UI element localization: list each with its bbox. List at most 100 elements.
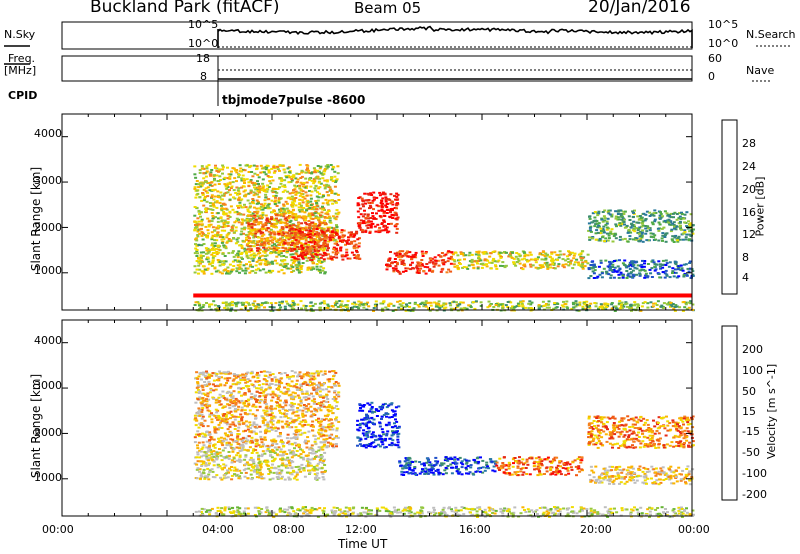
echo-cell-1-0 xyxy=(208,391,212,394)
echo-cell-0-5 xyxy=(393,258,397,260)
echo-cell-1-0 xyxy=(280,439,283,442)
echo-cell-0-0 xyxy=(288,196,292,199)
echo-cell-0-1 xyxy=(282,272,286,275)
echo-cell-0-0 xyxy=(328,221,332,223)
echo-cell-1-0 xyxy=(278,383,281,386)
echo-cell-1-0 xyxy=(255,400,258,403)
echo-cell-0-7 xyxy=(685,274,689,277)
echo-cell-0-0 xyxy=(300,210,304,213)
echo-cell-0-4 xyxy=(361,203,365,206)
echo-cell-0-0 xyxy=(257,187,261,190)
echo-cell-0-2 xyxy=(321,246,325,249)
echo-cell-0-0 xyxy=(276,188,280,190)
echo-cell-0-2 xyxy=(257,247,261,250)
echo-cell-0-8 xyxy=(619,212,623,215)
echo-cell-1-0 xyxy=(301,414,305,416)
echo-cell-0-9 xyxy=(527,307,531,310)
echo-cell-0-9 xyxy=(284,300,288,303)
echo-cell-0-0 xyxy=(255,168,258,171)
echo-cell-1-0 xyxy=(331,378,335,381)
echo-cell-0-0 xyxy=(193,165,197,168)
echo-cell-0-8 xyxy=(635,237,639,240)
echo-cell-0-0 xyxy=(299,177,303,179)
echo-cell-0-9 xyxy=(689,300,693,303)
echo-cell-0-1 xyxy=(256,267,260,270)
echo-cell-0-7 xyxy=(595,276,599,279)
echo-cell-0-3 xyxy=(300,244,304,247)
echo-cell-1-0 xyxy=(297,403,301,406)
echo-cell-0-9 xyxy=(488,303,492,306)
echo-cell-0-0 xyxy=(217,170,220,173)
echo-cell-0-0 xyxy=(266,175,270,177)
echo-cell-1-0 xyxy=(207,376,211,379)
echo-cell-1-0 xyxy=(212,438,216,441)
echo-cell-1-0 xyxy=(313,440,317,443)
echo-cell-1-0 xyxy=(323,372,327,375)
echo-cell-0-3 xyxy=(311,241,315,244)
echo-cell-0-9 xyxy=(398,300,402,303)
echo-cell-0-0 xyxy=(227,240,231,242)
echo-cell-1-0 xyxy=(293,395,297,398)
echo-cell-0-0 xyxy=(305,171,309,174)
echo-cell-0-3 xyxy=(294,233,298,236)
echo-cell-0-0 xyxy=(213,195,217,198)
echo-cell-0-0 xyxy=(251,201,254,203)
echo-cell-0-9 xyxy=(565,300,569,303)
echo-cell-0-8 xyxy=(687,220,690,223)
echo-cell-0-9 xyxy=(687,301,691,304)
echo-cell-0-0 xyxy=(193,173,197,176)
echo-cell-1-0 xyxy=(211,413,215,416)
echo-cell-0-9 xyxy=(438,304,442,307)
echo-cell-0-0 xyxy=(212,175,216,178)
echo-cell-0-2 xyxy=(261,225,265,228)
echo-cell-0-6 xyxy=(552,264,556,266)
echo-cell-0-8 xyxy=(593,211,597,213)
echo-cell-0-2 xyxy=(300,216,304,219)
echo-cell-0-5 xyxy=(397,270,401,273)
echo-cell-0-7 xyxy=(597,265,601,268)
echo-cell-0-9 xyxy=(379,302,383,305)
echo-cell-1-0 xyxy=(241,378,245,381)
echo-cell-0-3 xyxy=(321,254,325,257)
echo-cell-0-0 xyxy=(266,184,270,187)
echo-cell-0-7 xyxy=(602,267,606,270)
echo-cell-0-0 xyxy=(224,185,228,188)
echo-cell-1-0 xyxy=(325,395,328,398)
echo-cell-0-9 xyxy=(553,302,557,304)
echo-cell-0-1 xyxy=(202,272,206,275)
echo-cell-1-0 xyxy=(231,397,235,400)
echo-cell-0-6 xyxy=(548,255,552,258)
echo-cell-0-8 xyxy=(631,224,635,226)
echo-cell-0-0 xyxy=(197,183,201,186)
echo-cell-0-0 xyxy=(269,236,273,239)
echo-cell-0-0 xyxy=(323,219,326,222)
echo-cell-0-0 xyxy=(315,208,318,211)
echo-cell-0-0 xyxy=(204,190,208,193)
echo-cell-0-7 xyxy=(635,267,639,270)
echo-cell-0-0 xyxy=(232,237,235,239)
echo-cell-0-3 xyxy=(299,232,303,235)
echo-cell-0-0 xyxy=(333,170,337,173)
echo-cell-1-0 xyxy=(327,419,331,422)
echo-cell-1-0 xyxy=(315,403,319,405)
echo-cell-0-3 xyxy=(332,228,336,231)
echo-cell-0-4 xyxy=(366,227,370,229)
echo-cell-1-0 xyxy=(314,442,318,445)
echo-cell-0-7 xyxy=(631,260,635,263)
echo-cell-0-1 xyxy=(285,251,289,254)
echo-cell-0-1 xyxy=(244,248,248,251)
echo-cell-0-1 xyxy=(224,247,228,250)
echo-cell-0-3 xyxy=(355,257,359,260)
echo-cell-0-0 xyxy=(230,228,234,231)
echo-cell-0-0 xyxy=(248,206,252,209)
echo-cell-0-8 xyxy=(623,237,627,240)
echo-cell-0-9 xyxy=(396,300,400,303)
echo-cell-0-6 xyxy=(544,257,548,260)
echo-cell-0-8 xyxy=(683,229,687,232)
echo-cell-0-0 xyxy=(316,169,319,172)
echo-cell-0-8 xyxy=(607,209,611,212)
echo-cell-0-9 xyxy=(366,301,370,304)
echo-cell-0-2 xyxy=(299,238,303,240)
echo-cell-0-0 xyxy=(336,213,340,216)
echo-cell-0-0 xyxy=(308,215,312,218)
